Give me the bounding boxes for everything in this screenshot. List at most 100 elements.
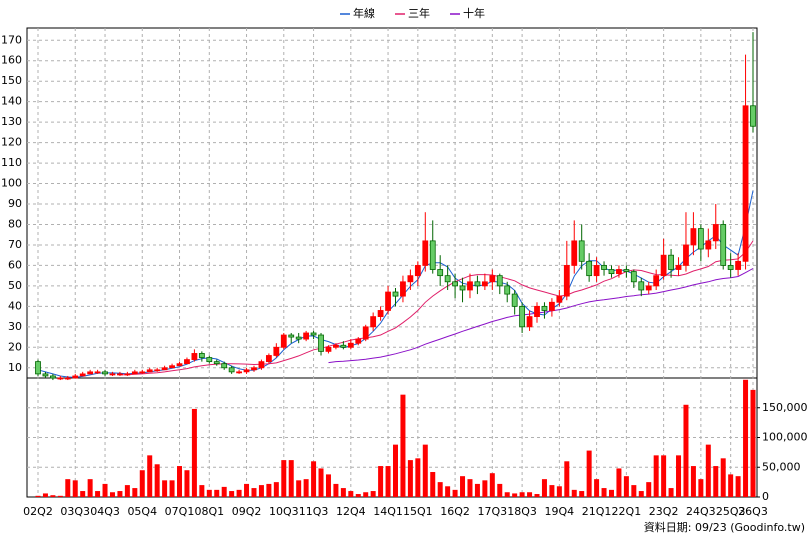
candle-body bbox=[117, 373, 123, 376]
volume-bar bbox=[102, 483, 108, 497]
candle-body bbox=[467, 281, 473, 291]
y-tick-label: 60 bbox=[8, 258, 22, 271]
candle-body bbox=[221, 363, 228, 369]
volume-bar bbox=[713, 466, 719, 497]
y2-tick-label: 150,000 bbox=[762, 401, 808, 414]
legend-label: 年線 bbox=[353, 6, 375, 20]
volume-bar bbox=[668, 488, 674, 497]
candle-body bbox=[295, 336, 302, 340]
x-tick-label: 15Q1 bbox=[403, 505, 433, 518]
candle-body bbox=[504, 285, 511, 295]
volume-bar bbox=[87, 479, 93, 497]
volume-bar bbox=[206, 489, 212, 497]
candle-body bbox=[496, 275, 503, 287]
volume-bar bbox=[184, 470, 190, 497]
candle-body bbox=[549, 301, 555, 311]
candle-body bbox=[556, 295, 563, 303]
x-tick-label: 03Q3 bbox=[60, 505, 90, 518]
volume-bar bbox=[348, 491, 354, 497]
x-tick-label: 14Q1 bbox=[373, 505, 403, 518]
volume-bar bbox=[400, 394, 406, 497]
candle-body bbox=[161, 367, 168, 371]
volume-bar bbox=[117, 491, 123, 497]
x-tick-label: 23Q2 bbox=[649, 505, 679, 518]
candle-body bbox=[586, 260, 593, 277]
x-tick-label: 11Q3 bbox=[299, 505, 329, 518]
volume-bar bbox=[169, 480, 175, 497]
candle-body bbox=[131, 371, 138, 375]
ma-line bbox=[328, 268, 754, 364]
candle-body bbox=[474, 281, 481, 287]
volume-bar bbox=[363, 492, 369, 497]
volume-bar bbox=[288, 460, 294, 497]
candle-body bbox=[265, 355, 272, 363]
candle-body bbox=[109, 373, 116, 376]
volume-bar bbox=[489, 473, 495, 497]
volume-bar bbox=[50, 495, 56, 497]
volume-bar bbox=[385, 466, 391, 497]
x-tick-label: 16Q2 bbox=[440, 505, 470, 518]
candle-body bbox=[124, 373, 131, 376]
candle-body bbox=[154, 369, 161, 372]
volume-bar bbox=[594, 479, 600, 497]
candle-body bbox=[35, 361, 41, 375]
candle-body bbox=[422, 240, 429, 266]
volume-bar bbox=[258, 485, 264, 497]
volume-bar bbox=[564, 461, 570, 497]
volume-bar bbox=[676, 455, 682, 497]
candle-body bbox=[236, 371, 242, 374]
candle-body bbox=[57, 377, 64, 380]
volume-bar bbox=[705, 444, 711, 497]
candle-body bbox=[146, 369, 153, 373]
volume-bar bbox=[735, 476, 741, 497]
candle-body bbox=[727, 265, 734, 270]
volume-bar bbox=[445, 486, 451, 497]
volume-bar bbox=[415, 458, 421, 497]
volume-bar bbox=[527, 492, 533, 497]
candle-body bbox=[347, 342, 354, 348]
candle-body bbox=[72, 375, 79, 379]
candle-body bbox=[712, 224, 719, 242]
candle-body bbox=[563, 265, 570, 297]
y-tick-label: 140 bbox=[1, 95, 22, 108]
candle-body bbox=[668, 254, 674, 270]
volume-bar bbox=[236, 489, 242, 497]
volume-bar bbox=[65, 479, 71, 497]
candle-body bbox=[616, 269, 622, 275]
candle-body bbox=[191, 353, 198, 360]
x-tick-label: 09Q2 bbox=[232, 505, 262, 518]
volume-bar bbox=[720, 458, 726, 497]
candle-body bbox=[593, 265, 600, 277]
volume-bar bbox=[430, 472, 436, 497]
legend-label: 十年 bbox=[463, 6, 485, 20]
volume-bar bbox=[616, 468, 622, 497]
candle-body bbox=[489, 275, 496, 283]
candle-body bbox=[400, 281, 406, 297]
candle-body bbox=[198, 353, 205, 358]
candle-body bbox=[385, 291, 391, 311]
x-tick-label: 08Q1 bbox=[194, 505, 224, 518]
volume-bar bbox=[586, 450, 592, 497]
candle-body bbox=[310, 332, 317, 336]
volume-bar bbox=[221, 486, 227, 497]
volume-bar bbox=[325, 474, 331, 497]
x-tick-label: 04Q3 bbox=[90, 505, 120, 518]
volume-bar bbox=[199, 485, 205, 497]
volume-bar bbox=[631, 485, 637, 497]
x-tick-label: 02Q2 bbox=[23, 505, 53, 518]
candle-body bbox=[251, 367, 257, 371]
volume-bar bbox=[147, 455, 153, 497]
y2-tick-label: 0 bbox=[762, 490, 769, 503]
volume-bar bbox=[244, 483, 250, 497]
candle-body bbox=[102, 371, 108, 375]
y-tick-label: 70 bbox=[8, 238, 22, 251]
candle-body bbox=[280, 334, 287, 348]
volume-bar bbox=[72, 480, 78, 497]
candle-body bbox=[742, 105, 749, 262]
volume-bar bbox=[370, 491, 376, 497]
volume-bar bbox=[378, 466, 384, 497]
candle-body bbox=[608, 269, 615, 275]
candle-body bbox=[750, 105, 756, 127]
x-tick-label: 26Q3 bbox=[738, 505, 768, 518]
